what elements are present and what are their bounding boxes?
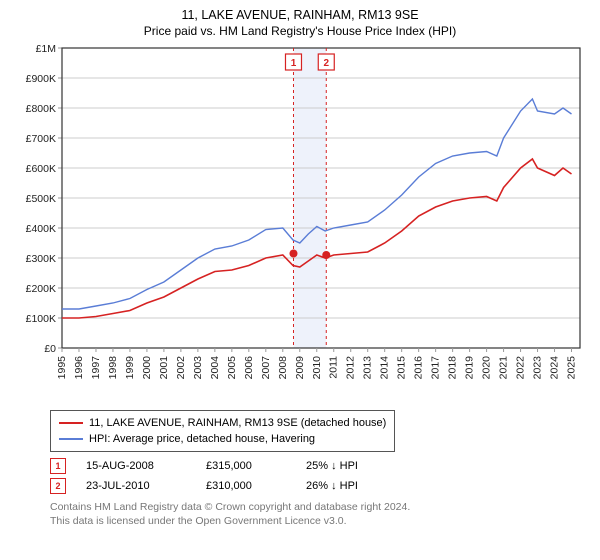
data-point-delta: 25% ↓ HPI xyxy=(306,456,358,476)
x-axis-label: 1997 xyxy=(90,356,102,380)
x-axis-label: 2023 xyxy=(532,356,544,380)
x-axis-label: 1995 xyxy=(56,356,68,380)
marker-dot xyxy=(289,250,297,258)
x-axis-label: 2011 xyxy=(328,356,340,379)
y-axis-label: £600K xyxy=(26,163,56,175)
data-point-marker: 1 xyxy=(50,458,66,474)
x-axis-label: 2017 xyxy=(430,356,442,380)
legend-row: 11, LAKE AVENUE, RAINHAM, RM13 9SE (deta… xyxy=(59,415,386,431)
x-axis-label: 2008 xyxy=(277,356,289,380)
chart-plot-area: £0 £100K £200K £300K £400K £500K £600K £700K £80… xyxy=(10,44,590,404)
chart-subtitle: Price paid vs. HM Land Registry's House … xyxy=(10,24,590,38)
legend-swatch xyxy=(59,438,83,440)
x-axis-label: 2025 xyxy=(566,356,578,380)
footer-line-2: This data is licensed under the Open Gov… xyxy=(50,514,590,528)
x-axis-label: 2021 xyxy=(498,356,510,380)
y-axis-label: £100K xyxy=(26,313,56,325)
svg-text:2: 2 xyxy=(323,58,329,69)
data-point-row: 2 23-JUL-2010 £310,000 26% ↓ HPI xyxy=(50,476,590,496)
x-axis-label: 2019 xyxy=(464,356,476,380)
data-point-delta: 26% ↓ HPI xyxy=(306,476,358,496)
chart-title: 11, LAKE AVENUE, RAINHAM, RM13 9SE xyxy=(10,8,590,22)
x-axis-label: 2000 xyxy=(141,356,153,380)
x-axis-label: 2004 xyxy=(209,356,221,380)
data-point-date: 15-AUG-2008 xyxy=(86,456,186,476)
data-point-price: £310,000 xyxy=(206,476,286,496)
x-axis-label: 2005 xyxy=(226,356,238,380)
y-axis-label: £900K xyxy=(26,73,56,85)
x-axis-label: 2007 xyxy=(260,356,272,380)
x-axis-label: 2024 xyxy=(549,356,561,380)
footer: Contains HM Land Registry data © Crown c… xyxy=(50,500,590,528)
chart-svg: £0 £100K £200K £300K £400K £500K £600K £700K £80… xyxy=(10,44,590,404)
x-axis-label: 2013 xyxy=(362,356,374,380)
data-point-date: 23-JUL-2010 xyxy=(86,476,186,496)
y-axis-label: £800K xyxy=(26,103,56,115)
x-axis-label: 2010 xyxy=(311,356,323,380)
data-point-price: £315,000 xyxy=(206,456,286,476)
legend-row: HPI: Average price, detached house, Have… xyxy=(59,431,386,447)
y-axis-label: £200K xyxy=(26,283,56,295)
x-axis-label: 2002 xyxy=(175,356,187,380)
data-points-table: 1 15-AUG-2008 £315,000 25% ↓ HPI 2 23-JUL-201… xyxy=(50,456,590,496)
x-axis-label: 2006 xyxy=(243,356,255,380)
y-axis-label: £1M xyxy=(36,44,56,55)
svg-text:1: 1 xyxy=(291,58,297,69)
legend-swatch xyxy=(59,422,83,424)
legend-text: 11, LAKE AVENUE, RAINHAM, RM13 9SE (deta… xyxy=(89,415,386,431)
x-axis-label: 1996 xyxy=(73,356,85,380)
data-point-marker: 2 xyxy=(50,478,66,494)
y-axis-label: £400K xyxy=(26,223,56,235)
y-axis-label: £700K xyxy=(26,133,56,145)
legend: 11, LAKE AVENUE, RAINHAM, RM13 9SE (deta… xyxy=(50,410,395,452)
x-axis-label: 2022 xyxy=(515,356,527,380)
chart-container: 11, LAKE AVENUE, RAINHAM, RM13 9SE Price… xyxy=(0,0,600,560)
x-axis-label: 2012 xyxy=(345,356,357,380)
x-axis-label: 1998 xyxy=(107,356,119,380)
x-axis-label: 2001 xyxy=(158,356,170,380)
x-axis-label: 2014 xyxy=(379,356,391,380)
data-point-row: 1 15-AUG-2008 £315,000 25% ↓ HPI xyxy=(50,456,590,476)
y-axis-label: £0 xyxy=(44,343,56,355)
legend-text: HPI: Average price, detached house, Have… xyxy=(89,431,315,447)
y-axis-label: £300K xyxy=(26,253,56,265)
x-axis-label: 2020 xyxy=(481,356,493,380)
y-axis-label: £500K xyxy=(26,193,56,205)
x-axis-label: 2003 xyxy=(192,356,204,380)
x-axis-label: 2009 xyxy=(294,356,306,380)
x-axis-label: 2016 xyxy=(413,356,425,380)
footer-line-1: Contains HM Land Registry data © Crown c… xyxy=(50,500,590,514)
x-axis-label: 1999 xyxy=(124,356,136,380)
x-axis-label: 2018 xyxy=(447,356,459,380)
x-axis-label: 2015 xyxy=(396,356,408,380)
